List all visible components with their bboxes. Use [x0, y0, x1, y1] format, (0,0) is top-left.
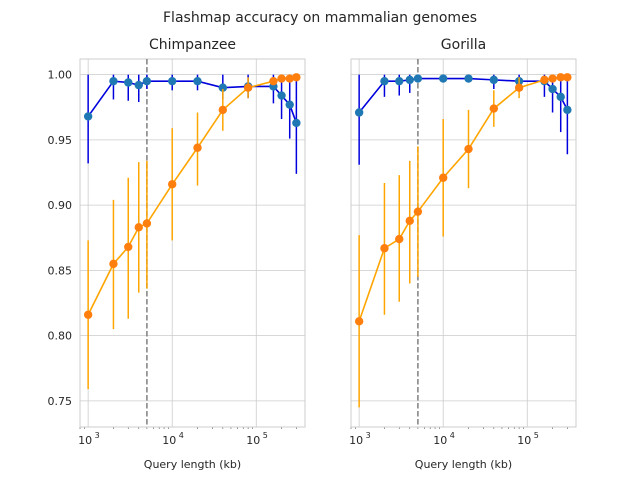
orange-series-point: [413, 207, 423, 216]
orange-series-point: [193, 143, 202, 152]
orange-series-point: [380, 244, 389, 253]
x-tick-label: 10 3: [78, 431, 100, 447]
y-tick-label: 1.00: [48, 69, 73, 82]
plot-frame: [350, 58, 577, 428]
orange-series-point: [142, 219, 152, 228]
orange-series-point: [514, 83, 524, 92]
orange-series-point: [405, 216, 414, 226]
orange-series-point: [285, 74, 294, 83]
blue-series-point: [83, 112, 93, 121]
x-tick-exponent: 5: [534, 431, 539, 440]
y-tick-label: 0.85: [48, 264, 73, 277]
blue-series-point: [380, 76, 389, 86]
y-tick-label: 0.95: [48, 134, 73, 147]
blue-series-point: [464, 74, 473, 83]
figure-suptitle: Flashmap accuracy on mammalian genomes: [163, 10, 477, 26]
orange-series-line: [87, 76, 297, 316]
blue-series-point: [354, 108, 364, 117]
orange-series-point: [540, 75, 549, 85]
blue-series-point: [124, 78, 133, 87]
blue-series-line: [358, 77, 569, 114]
orange-series-point: [124, 242, 133, 252]
orange-series-point: [243, 83, 253, 92]
blue-series-point: [489, 75, 499, 85]
orange-series-point: [556, 73, 565, 82]
blue-series-point: [413, 74, 423, 83]
blue-series-point: [395, 76, 404, 86]
orange-series-point: [109, 259, 118, 269]
blue-series-point: [405, 75, 414, 85]
orange-series-point: [395, 234, 404, 244]
orange-series-point: [439, 173, 448, 182]
x-tick-exponent: 3: [95, 431, 100, 440]
blue-series-point: [563, 105, 572, 115]
orange-series-point: [83, 310, 93, 319]
plot-frame: [79, 58, 306, 428]
blue-series-point: [134, 80, 143, 90]
x-tick-base: 10: [246, 434, 260, 447]
chimpanzee-title: Chimpanzee: [149, 37, 236, 53]
orange-series-point: [269, 76, 278, 86]
orange-series-point: [277, 74, 286, 83]
x-tick-base: 10: [78, 434, 92, 447]
blue-series-point: [277, 91, 286, 100]
y-tick-label: 0.75: [48, 395, 73, 408]
blue-series-line: [87, 80, 298, 124]
x-tick-exponent: 4: [450, 431, 455, 440]
orange-series-point: [218, 105, 228, 115]
orange-series-point: [563, 73, 572, 82]
blue-series-point: [548, 84, 557, 94]
x-tick-label: 10 5: [246, 431, 268, 447]
blue-series-point: [193, 76, 202, 86]
x-tick-base: 10: [349, 434, 363, 447]
blue-series-point: [292, 118, 301, 128]
orange-series-point: [354, 317, 364, 326]
orange-series-point: [134, 223, 143, 232]
x-tick-base: 10: [433, 434, 447, 447]
blue-series-point: [285, 100, 294, 109]
blue-series-point: [142, 76, 152, 86]
orange-series-line: [358, 76, 568, 322]
x-tick-base: 10: [517, 434, 531, 447]
orange-series-point: [464, 144, 473, 154]
x-tick-label: 10 4: [162, 431, 184, 447]
orange-series-point: [168, 180, 177, 189]
gorilla-title: Gorilla: [441, 37, 486, 53]
orange-series-point: [548, 74, 557, 83]
x-axis-label: Query length (kb): [144, 458, 241, 471]
blue-series-point: [168, 76, 177, 86]
blue-series-point: [109, 76, 118, 86]
x-tick-exponent: 5: [263, 431, 268, 440]
blue-series-point: [556, 92, 565, 102]
x-tick-exponent: 4: [179, 431, 184, 440]
x-tick-label: 10 3: [349, 431, 371, 447]
x-tick-label: 10 5: [517, 431, 539, 447]
x-tick-exponent: 3: [366, 431, 371, 440]
x-tick-label: 10 4: [433, 431, 455, 447]
blue-series-point: [439, 74, 448, 83]
y-tick-label: 0.90: [48, 199, 73, 212]
orange-series-point: [489, 104, 499, 113]
x-tick-base: 10: [162, 434, 176, 447]
blue-series-point: [218, 83, 228, 92]
y-tick-label: 0.80: [48, 330, 73, 343]
orange-series-point: [292, 73, 301, 82]
x-axis-label: Query length (kb): [415, 458, 512, 471]
